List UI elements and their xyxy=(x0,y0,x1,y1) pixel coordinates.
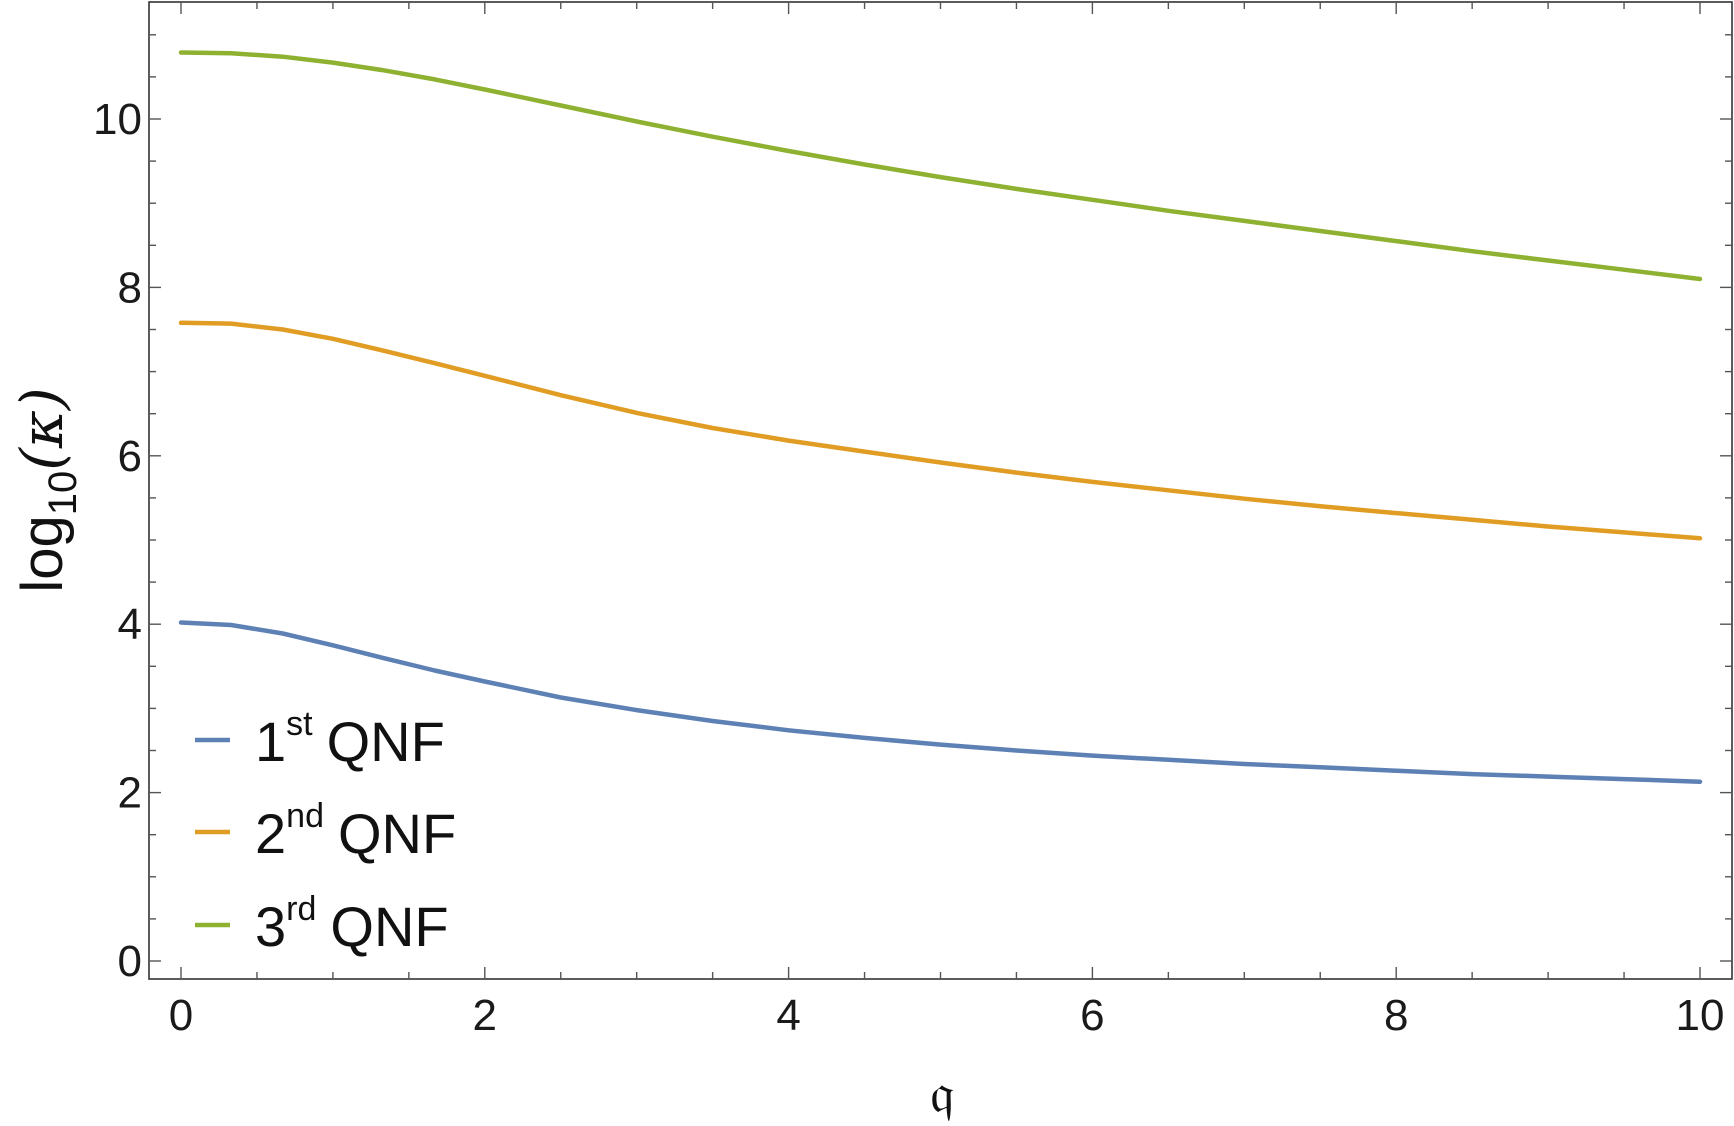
axis-ticks xyxy=(149,2,1732,979)
x-tick-label: 4 xyxy=(776,991,800,1040)
y-tick-label: 8 xyxy=(118,263,142,312)
series-line-1 xyxy=(178,620,1703,784)
series-lines xyxy=(178,50,1703,784)
series-line-2 xyxy=(178,320,1703,541)
y-tick-label: 0 xyxy=(118,937,142,986)
x-axis-title: 𝔮 xyxy=(930,1061,954,1126)
x-tick-label: 8 xyxy=(1384,991,1408,1040)
y-tick-label: 6 xyxy=(118,432,142,481)
legend: 1st QNF 2nd QNF 3rd QNF xyxy=(195,705,456,958)
y-tick-label: 4 xyxy=(118,600,142,649)
x-tick-label: 0 xyxy=(169,991,193,1040)
x-tick-labels: 0 2 4 6 8 10 xyxy=(169,991,1725,1040)
legend-label-3: 3rd QNF xyxy=(255,890,449,958)
legend-item-2: 2nd QNF xyxy=(195,797,456,865)
legend-item-1: 1st QNF xyxy=(195,705,445,773)
legend-label-2: 2nd QNF xyxy=(255,797,456,865)
legend-item-3: 3rd QNF xyxy=(195,890,449,958)
legend-label-1: 1st QNF xyxy=(255,705,445,773)
y-tick-label: 10 xyxy=(93,95,142,144)
y-axis-title: log10(κ) xyxy=(8,387,85,592)
x-tick-label: 6 xyxy=(1080,991,1104,1040)
y-tick-label: 2 xyxy=(118,769,142,818)
x-tick-label: 2 xyxy=(473,991,497,1040)
y-tick-labels: 0 2 4 6 8 10 xyxy=(93,95,142,986)
series-line-3 xyxy=(178,50,1703,282)
x-tick-label: 10 xyxy=(1676,991,1725,1040)
